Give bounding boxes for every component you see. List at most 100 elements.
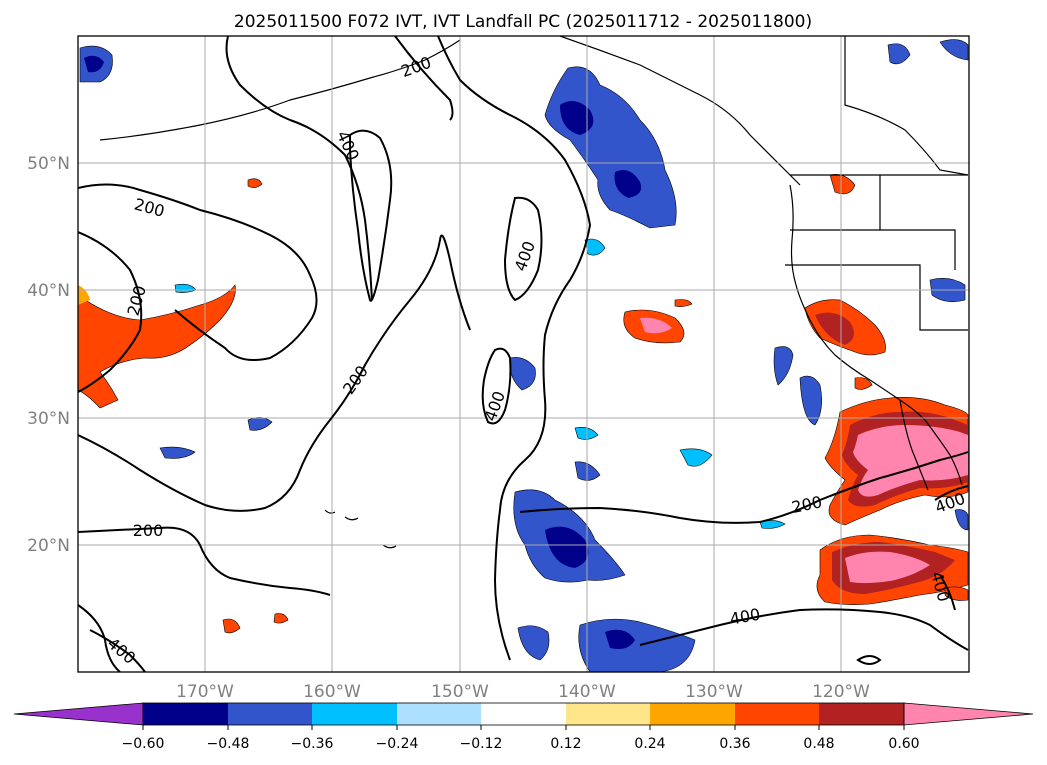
contour-400-b: [349, 129, 393, 302]
colorbar-segment: [735, 703, 819, 725]
coastlines: [99, 36, 969, 549]
lon-label: 150°W: [431, 682, 489, 702]
colorbar-frame: [142, 702, 905, 726]
colorbar-tick-label: −0.36: [291, 736, 334, 752]
lon-tick-labels: 170°W 160°W 150°W 140°W 130°W 120°W: [176, 682, 870, 702]
contour-small: [856, 655, 882, 665]
colorbar-segment: [312, 703, 397, 725]
blob-south-ar-core: [845, 551, 930, 584]
negative-anomaly-regions: [79, 39, 969, 672]
blob-small-2: [247, 417, 273, 431]
lon-label: 140°W: [558, 682, 616, 702]
colorbar-tick-label: −0.60: [122, 736, 165, 752]
contour-400-f: [639, 608, 969, 651]
lon-label: 120°W: [812, 682, 870, 702]
contour-200-b: [78, 231, 143, 393]
lat-label: 50°N: [27, 154, 70, 174]
colorbar-segment: [566, 703, 650, 725]
contour-400-h: [939, 574, 956, 611]
blob-california-core: [815, 312, 854, 345]
blob-small-10: [174, 283, 197, 293]
map-frame: [77, 35, 970, 673]
lon-label: 130°W: [685, 682, 743, 702]
contour-200-e: [437, 36, 592, 661]
contour-400-g: [934, 485, 969, 501]
colorbar-segment: [650, 703, 735, 725]
blob-gulf-of-alaska: [544, 66, 677, 229]
lat-label: 20°N: [27, 536, 70, 556]
contour-400-a: [225, 36, 373, 301]
contour-200-f: [519, 451, 969, 524]
contour-label: 400: [511, 239, 539, 274]
contour-400-c: [503, 196, 543, 302]
blob-south-2: [517, 625, 550, 661]
blob-small-1: [159, 446, 196, 459]
contour-400-e: [394, 36, 454, 121]
colorbar-tick-label: 0.12: [550, 736, 581, 752]
lon-label: 160°W: [303, 682, 361, 702]
blob-small-warm-5: [854, 377, 873, 390]
colorbar-tick-label: −0.24: [376, 736, 419, 752]
blob-pink-mid-core: [640, 317, 672, 334]
lon-label: 170°W: [176, 682, 234, 702]
blob-east-2: [773, 346, 794, 386]
colorbar-tick-label: 0.60: [888, 736, 919, 752]
blob-small-warm-6: [674, 299, 693, 307]
contour-label: 400: [728, 605, 761, 629]
blob-small-12: [954, 509, 969, 531]
contour-400-d: [481, 347, 512, 425]
colorbar-tick-label: 0.48: [803, 736, 834, 752]
blob-small-warm-4: [273, 613, 289, 624]
blob-small-5: [887, 43, 911, 65]
contour-200-d: [78, 526, 331, 596]
colorbar: −0.60 −0.48 −0.36 −0.24 −0.12 0.12 0.24 …: [13, 702, 1034, 752]
contour-200-c: [78, 234, 471, 512]
blob-small-4: [584, 238, 606, 256]
colorbar-extend-left: [13, 702, 144, 726]
contour-label: 200: [132, 195, 166, 221]
contour-label: 400: [333, 128, 363, 164]
map-title: 2025011500 F072 IVT, IVT Landfall PC (20…: [234, 12, 812, 32]
blob-small-3: [679, 448, 713, 467]
blob-south-core: [605, 629, 635, 649]
blob-small-warm-2: [247, 178, 263, 188]
colorbar-segment: [397, 703, 481, 725]
colorbar-tick-label: −0.48: [207, 736, 250, 752]
lat-label: 30°N: [27, 409, 70, 429]
colorbar-extend-right: [903, 702, 1034, 726]
blob-small-warm-3: [222, 618, 241, 634]
blob-small-6: [939, 39, 969, 61]
gridlines: [78, 36, 969, 672]
colorbar-segment: [228, 703, 312, 725]
contour-400-i: [89, 629, 146, 672]
colorbar-segment: [481, 703, 566, 725]
blob-gulf-of-alaska-core2: [614, 169, 642, 198]
colorbar-tick-label: −0.12: [460, 736, 503, 752]
contour-label: 400: [104, 634, 140, 668]
contour-label: 200: [133, 521, 164, 540]
blob-subtropic-core: [545, 526, 589, 568]
contour-200-a: [78, 183, 318, 361]
colorbar-tick-label: 0.36: [719, 736, 750, 752]
colorbar-tick-label: 0.24: [634, 736, 665, 752]
blob-east-1: [799, 375, 822, 426]
blob-south-1: [578, 618, 696, 672]
colorbar-tick-labels: −0.60 −0.48 −0.36 −0.24 −0.12 0.12 0.24 …: [122, 736, 920, 752]
contour-200-g: [78, 604, 121, 672]
colorbar-ticks: [142, 725, 905, 730]
blob-nw-core: [84, 55, 104, 73]
colorbar-segment: [819, 703, 904, 725]
blob-mid-1: [509, 357, 536, 391]
colorbar-segment: [143, 703, 228, 725]
contour-label: 200: [124, 283, 150, 317]
blob-gulf-of-alaska-core: [560, 101, 594, 135]
blob-east-ar-core: [853, 425, 968, 497]
lat-tick-labels: 50°N 40°N 30°N 20°N: [27, 154, 70, 556]
lat-label: 40°N: [27, 281, 70, 301]
map-area: 200 200 200 200 200 200 400 400 400 400 …: [78, 36, 969, 672]
contour-label: 200: [790, 492, 824, 517]
ivt-contours: [78, 36, 969, 672]
blob-small-warm-1: [829, 174, 856, 195]
contour-label: 200: [339, 362, 372, 398]
